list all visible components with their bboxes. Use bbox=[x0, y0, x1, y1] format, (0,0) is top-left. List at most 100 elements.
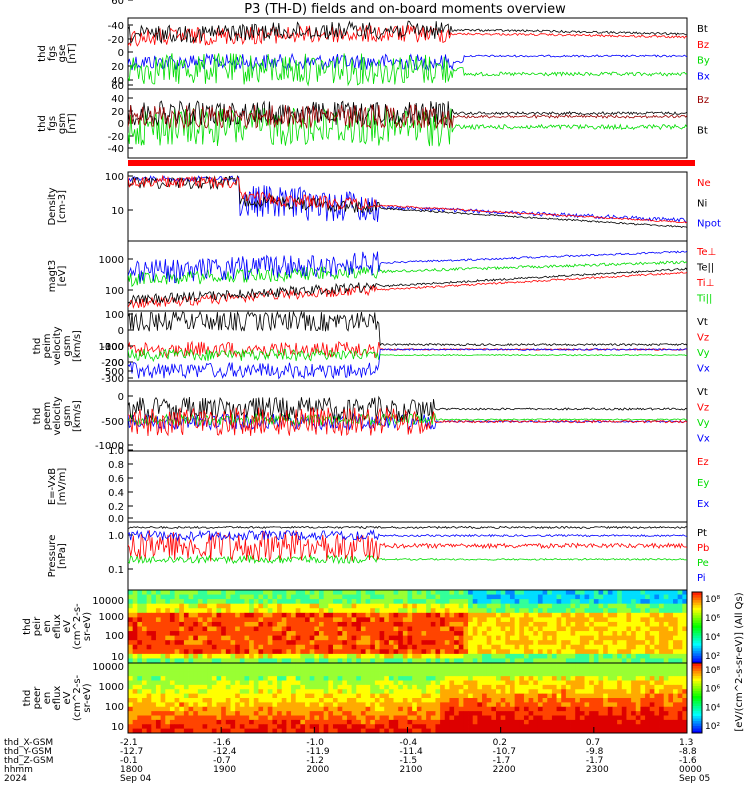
heatmap-cell bbox=[146, 626, 152, 632]
heatmap-cell bbox=[514, 644, 520, 650]
heatmap-cell bbox=[211, 644, 217, 650]
heatmap-cell bbox=[458, 649, 464, 655]
heatmap-cell bbox=[211, 608, 217, 614]
y-label-line: thd bbox=[32, 338, 43, 355]
heatmap-cell bbox=[631, 719, 637, 725]
heatmap-cell bbox=[314, 728, 320, 734]
heatmap-cell bbox=[645, 658, 651, 664]
heatmap-cell bbox=[230, 594, 236, 600]
heatmap-cell bbox=[673, 635, 679, 641]
heatmap-cell bbox=[603, 715, 609, 721]
heatmap-cell bbox=[640, 608, 646, 614]
heatmap-cell bbox=[235, 728, 241, 734]
series-By bbox=[128, 53, 687, 87]
heatmap-cell bbox=[393, 711, 399, 716]
heatmap-cell bbox=[645, 621, 651, 627]
heatmap-cell bbox=[356, 594, 362, 600]
heatmap-cell bbox=[561, 676, 567, 681]
heatmap-cell bbox=[300, 649, 306, 655]
heatmap-cell bbox=[645, 608, 651, 614]
x-row-value: -8.8 bbox=[679, 747, 697, 757]
heatmap-cell bbox=[598, 711, 604, 716]
heatmap-cell bbox=[407, 635, 413, 641]
heatmap-cell bbox=[673, 658, 679, 664]
x-row-value: 0.2 bbox=[493, 738, 507, 748]
heatmap-cell bbox=[486, 635, 492, 641]
heatmap-cell bbox=[146, 603, 152, 609]
heatmap-cell bbox=[468, 658, 474, 664]
heatmap-cell bbox=[645, 693, 651, 699]
heatmap-cell bbox=[132, 612, 138, 618]
heatmap-cell bbox=[211, 698, 217, 703]
heatmap-cell bbox=[230, 599, 236, 605]
heatmap-cell bbox=[351, 603, 357, 609]
heatmap-cell bbox=[388, 590, 394, 595]
heatmap-cell bbox=[570, 658, 576, 664]
heatmap-cell bbox=[444, 626, 450, 632]
heatmap-cell bbox=[472, 658, 478, 664]
heatmap-cell bbox=[151, 689, 157, 695]
heatmap-cell bbox=[346, 680, 352, 686]
heatmap-cell bbox=[216, 594, 222, 600]
heatmap-cell bbox=[440, 608, 446, 614]
heatmap-cell bbox=[673, 706, 679, 712]
heatmap-cell bbox=[556, 617, 562, 623]
heatmap-cell bbox=[621, 658, 627, 664]
heatmap-cell bbox=[374, 621, 380, 627]
heatmap-cell bbox=[384, 728, 390, 734]
heatmap-cell bbox=[612, 702, 618, 708]
heatmap-cell bbox=[440, 640, 446, 646]
heatmap-cell bbox=[421, 684, 427, 690]
heatmap-cell bbox=[169, 728, 175, 734]
heatmap-cell bbox=[225, 728, 231, 734]
heatmap-cell bbox=[570, 693, 576, 699]
heatmap-cell bbox=[235, 635, 241, 641]
heatmap-cell bbox=[593, 711, 599, 716]
heatmap-cell bbox=[309, 663, 315, 668]
heatmap-cell bbox=[300, 698, 306, 703]
heatmap-cell bbox=[682, 635, 688, 641]
heatmap-cell bbox=[412, 658, 418, 664]
heatmap-cell bbox=[556, 635, 562, 641]
y-label-line: eflux bbox=[52, 686, 63, 711]
heatmap-cell bbox=[617, 702, 623, 708]
heatmap-cell bbox=[370, 644, 376, 650]
series-Vt bbox=[128, 395, 687, 422]
heatmap-cell bbox=[640, 612, 646, 618]
heatmap-cell bbox=[505, 635, 511, 641]
heatmap-cell bbox=[337, 667, 343, 673]
heatmap-cell bbox=[263, 649, 269, 655]
heatmap-cell bbox=[267, 644, 273, 650]
heatmap-cell bbox=[291, 680, 297, 686]
heatmap-cell bbox=[407, 711, 413, 716]
heatmap-cell bbox=[169, 626, 175, 632]
heatmap-cell bbox=[533, 658, 539, 664]
heatmap-cell bbox=[635, 644, 641, 650]
heatmap-cell bbox=[677, 663, 683, 668]
heatmap-cell bbox=[593, 599, 599, 605]
heatmap-cell bbox=[197, 640, 203, 646]
heatmap-cell bbox=[281, 608, 287, 614]
heatmap-cell bbox=[407, 676, 413, 681]
heatmap-cell bbox=[519, 594, 525, 600]
heatmap-cell bbox=[579, 663, 585, 668]
heatmap-cell bbox=[593, 653, 599, 659]
heatmap-cell bbox=[263, 676, 269, 681]
heatmap-cell bbox=[146, 617, 152, 623]
heatmap-cell bbox=[263, 608, 269, 614]
heatmap-cell bbox=[472, 693, 478, 699]
heatmap-cell bbox=[440, 671, 446, 677]
heatmap-cell bbox=[482, 631, 488, 637]
heatmap-cell bbox=[677, 684, 683, 690]
heatmap-cell bbox=[449, 719, 455, 725]
heatmap-cell bbox=[542, 698, 548, 703]
heatmap-cell bbox=[207, 658, 213, 664]
heatmap-cell bbox=[579, 667, 585, 673]
heatmap-cell bbox=[165, 626, 171, 632]
heatmap-cell bbox=[663, 702, 669, 708]
heatmap-cell bbox=[533, 684, 539, 690]
heatmap-cell bbox=[640, 635, 646, 641]
heatmap-cell bbox=[519, 680, 525, 686]
